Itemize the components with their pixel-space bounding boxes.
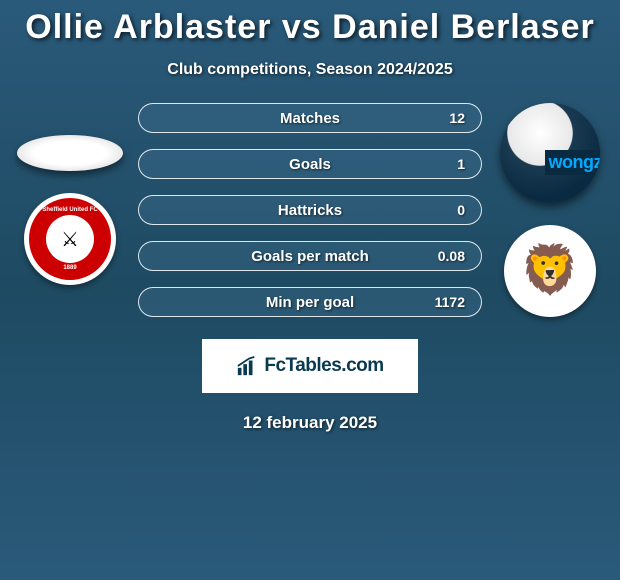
right-club-logo: 🦁 (504, 225, 596, 317)
subtitle: Club competitions, Season 2024/2025 (0, 61, 620, 79)
brand-box[interactable]: FcTables.com (202, 339, 418, 393)
stat-label: Min per goal (266, 294, 354, 311)
left-player-column: Sheffield United FC ⚔ 1889 (8, 135, 132, 285)
stat-row-gpm: Goals per match 0.08 (138, 241, 482, 271)
stat-row-goals: Goals 1 (138, 149, 482, 179)
stat-row-matches: Matches 12 (138, 103, 482, 133)
comparison-card: Ollie Arblaster vs Daniel Berlaser Club … (0, 0, 620, 433)
right-player-photo: wongz (500, 103, 600, 203)
sheffield-name-top: Sheffield United FC (42, 207, 97, 213)
stat-row-mpg: Min per goal 1172 (138, 287, 482, 317)
stat-label: Goals per match (251, 248, 369, 265)
boro-badge: 🦁 (510, 231, 590, 311)
stat-label: Matches (280, 110, 340, 127)
content-row: Sheffield United FC ⚔ 1889 Matches 12 Go… (0, 103, 620, 317)
sheffield-badge: Sheffield United FC ⚔ 1889 (29, 198, 111, 280)
stat-row-hattricks: Hattricks 0 (138, 195, 482, 225)
date-text: 12 february 2025 (0, 413, 620, 433)
swords-icon: ⚔ (61, 227, 79, 252)
shirt-sponsor-text: wongz (545, 150, 601, 175)
page-title: Ollie Arblaster vs Daniel Berlaser (0, 8, 620, 47)
stat-right-value: 1 (310, 156, 465, 172)
brand-text: FcTables.com (264, 355, 383, 377)
sheffield-center: ⚔ (46, 215, 94, 263)
lion-icon: 🦁 (520, 247, 580, 295)
left-club-logo: Sheffield United FC ⚔ 1889 (24, 193, 116, 285)
stats-column: Matches 12 Goals 1 Hattricks 0 Goals per… (132, 103, 488, 317)
sheffield-year: 1889 (63, 265, 76, 271)
left-player-photo (17, 135, 123, 171)
chart-icon (236, 355, 258, 377)
stat-label: Hattricks (278, 202, 342, 219)
stat-label: Goals (289, 156, 331, 173)
right-player-column: wongz 🦁 (488, 103, 612, 317)
